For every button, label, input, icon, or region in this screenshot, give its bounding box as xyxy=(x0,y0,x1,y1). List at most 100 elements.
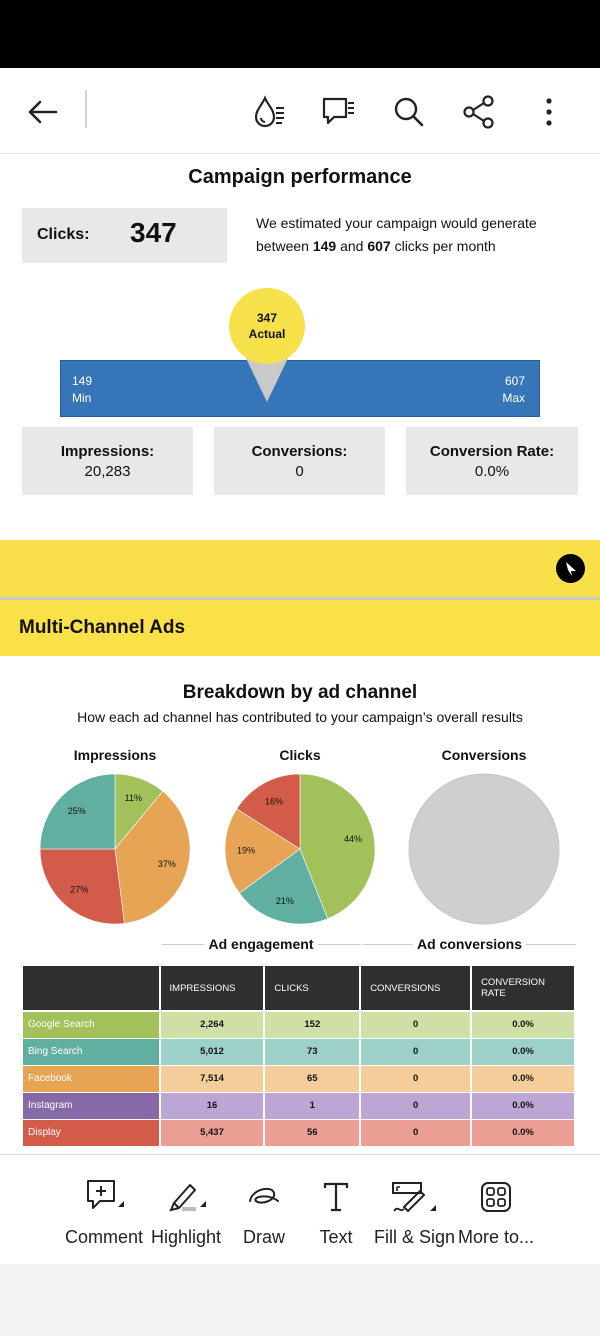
click-range-bar: 149 Min 607 Max xyxy=(60,360,540,417)
estimate-text: We estimated your campaign would generat… xyxy=(256,212,576,258)
tool-comment[interactable]: Comment xyxy=(64,1177,144,1248)
tool-text[interactable]: Text xyxy=(312,1177,360,1248)
conversion-rate-cell: 0.0% xyxy=(471,1092,576,1120)
channel-name-cell: Bing Search xyxy=(23,1038,161,1066)
pie-slice xyxy=(299,773,376,920)
yelp-logo-icon xyxy=(556,554,585,583)
pie-empty xyxy=(408,773,560,925)
impressions-cell: 16 xyxy=(159,1092,266,1120)
stat-value: 0 xyxy=(295,463,304,480)
conversion-rate-cell: 0.0% xyxy=(471,1038,576,1066)
tool-highlight[interactable]: Highlight xyxy=(150,1177,222,1248)
column-header: CONVERSIONS xyxy=(360,966,473,1012)
actual-value: 347 xyxy=(256,311,278,325)
page-divider xyxy=(0,597,600,600)
pie-slice-label: 16% xyxy=(265,797,283,807)
conversions-cell: 0 xyxy=(360,1092,473,1120)
more-vertical-icon[interactable] xyxy=(529,92,569,132)
comment-add-icon xyxy=(64,1177,144,1217)
text-icon xyxy=(312,1177,360,1217)
group-ad-engagement: Ad engagement xyxy=(161,936,361,966)
pie-slice-label: 19% xyxy=(237,846,255,856)
breakdown-subtitle: How each ad channel has contributed to y… xyxy=(77,709,523,725)
estimate-mid: and xyxy=(336,238,368,254)
pie-title-impressions: Impressions xyxy=(73,747,157,763)
fill-sign-icon xyxy=(374,1177,454,1217)
group-label: Ad conversions xyxy=(412,936,527,952)
clicks-cell: 1 xyxy=(264,1092,362,1120)
clicks-value: 347 xyxy=(130,217,177,248)
group-label: Ad engagement xyxy=(204,936,318,952)
clicks-cell: 152 xyxy=(264,1011,362,1039)
draw-icon xyxy=(237,1177,291,1217)
tool-label: Text xyxy=(319,1227,353,1247)
pie-slice xyxy=(238,848,328,925)
document-view[interactable]: Campaign performance Clicks: 347 We esti… xyxy=(0,154,600,1154)
section-header: Multi-Channel Ads xyxy=(0,600,600,656)
tool-label: Comment xyxy=(64,1227,144,1247)
channel-name-cell: Display xyxy=(23,1119,161,1147)
clicks-cell: 56 xyxy=(264,1119,362,1147)
range-min-value: 149 xyxy=(72,374,93,388)
more-tools-icon xyxy=(454,1177,538,1217)
tool-fill-sign[interactable]: Fill & Sign xyxy=(374,1177,455,1248)
clicks-pie-chart: 44% 21% 19% 16% xyxy=(224,773,376,925)
highlight-icon xyxy=(150,1177,222,1217)
status-bar xyxy=(0,0,600,68)
breakdown-title: Breakdown by ad channel xyxy=(182,682,418,703)
table-row: Instagram 16 1 0 0.0% xyxy=(23,1092,576,1120)
stat-value: 0.0% xyxy=(474,463,510,480)
tool-more[interactable]: More to... xyxy=(454,1177,538,1248)
pie-slice xyxy=(39,773,116,850)
pie-slice-label: 37% xyxy=(158,859,176,869)
clicks-cell: 73 xyxy=(264,1038,362,1066)
pie-slice xyxy=(224,808,301,894)
conversions-pie-chart xyxy=(408,773,560,925)
channel-name-cell: Instagram xyxy=(23,1092,161,1120)
table-row: Facebook 7,514 65 0 0.0% xyxy=(23,1065,576,1093)
conversion-rate-cell: 0.0% xyxy=(471,1119,576,1147)
estimate-post: clicks per month xyxy=(390,238,496,254)
tool-label: Draw xyxy=(242,1227,285,1247)
pie-slice-label: 25% xyxy=(68,806,86,816)
tool-draw[interactable]: Draw xyxy=(237,1177,291,1248)
bottom-tools-bar: Comment Highlight Draw Text Fill & Sign … xyxy=(0,1154,600,1264)
conversions-cell: 0 xyxy=(360,1065,473,1093)
pie-title-clicks: Clicks xyxy=(279,747,321,763)
stat-conversions: Conversions: 0 xyxy=(214,427,385,495)
stat-impressions: Impressions: 20,283 xyxy=(22,427,193,495)
tool-label: More to... xyxy=(457,1227,535,1247)
table-header-row: IMPRESSIONS CLICKS CONVERSIONS CONVERSIO… xyxy=(23,966,576,1012)
conversions-cell: 0 xyxy=(360,1011,473,1039)
group-ad-conversions: Ad conversions xyxy=(363,936,576,966)
column-header xyxy=(23,966,161,1012)
range-min-label: Min xyxy=(72,391,92,405)
pie-title-conversions: Conversions xyxy=(441,747,527,763)
back-arrow-icon[interactable] xyxy=(22,92,62,132)
stat-label: Conversions: xyxy=(251,443,348,460)
search-icon[interactable] xyxy=(389,92,429,132)
comments-icon[interactable] xyxy=(318,92,358,132)
channel-name-cell: Google Search xyxy=(23,1011,161,1039)
conversion-rate-cell: 0.0% xyxy=(471,1011,576,1039)
table-row: Display 5,437 56 0 0.0% xyxy=(23,1119,576,1147)
clicks-summary: Clicks: 347 xyxy=(22,208,227,263)
stat-label: Impressions: xyxy=(60,443,155,460)
impressions-cell: 5,012 xyxy=(159,1038,266,1066)
liquid-mode-icon[interactable] xyxy=(250,92,290,132)
actual-marker: 347 Actual xyxy=(229,288,305,364)
clicks-label: Clicks: xyxy=(37,226,90,243)
impressions-cell: 7,514 xyxy=(159,1065,266,1093)
column-header: IMPRESSIONS xyxy=(159,966,266,1012)
tool-label: Highlight xyxy=(150,1227,222,1247)
estimate-pre: We estimated your campaign would generat… xyxy=(256,215,537,254)
pie-slice-label: 11% xyxy=(125,793,142,803)
stat-conversion-rate: Conversion Rate: 0.0% xyxy=(406,427,578,495)
stat-value: 20,283 xyxy=(84,463,131,480)
pie-slice-label: 44% xyxy=(344,834,362,844)
pie-slice xyxy=(236,773,301,850)
stat-label: Conversion Rate: xyxy=(429,443,555,460)
pie-slice-label: 21% xyxy=(276,896,294,906)
ad-banner xyxy=(0,540,600,597)
share-icon[interactable] xyxy=(459,92,499,132)
